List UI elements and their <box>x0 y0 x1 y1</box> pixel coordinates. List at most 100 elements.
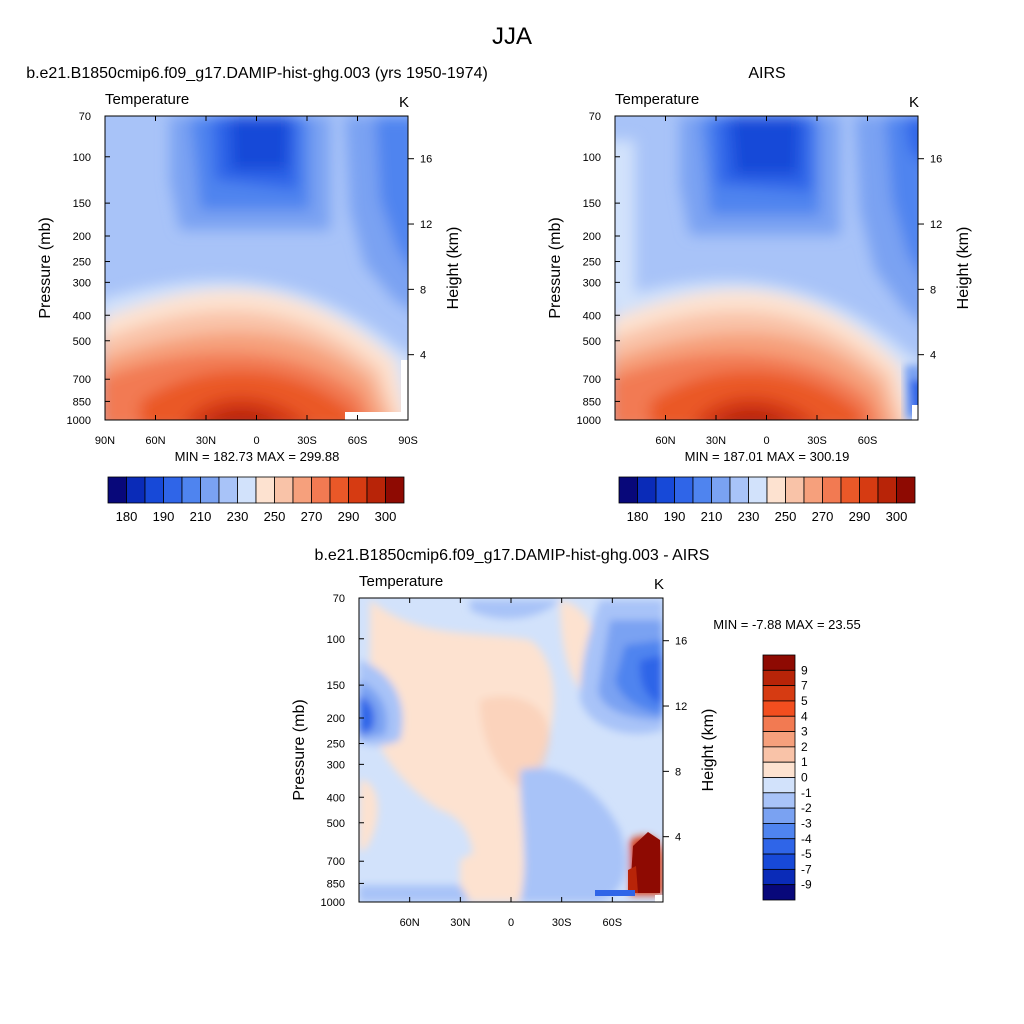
pressure-tick-label: 300 <box>73 277 91 289</box>
colorbar-swatch <box>803 476 823 504</box>
latitude-tick-label: 30N <box>450 917 470 929</box>
latitude-tick-label: 30S <box>552 917 572 929</box>
colorbar-tick-label: 1 <box>801 755 808 769</box>
colorbar-swatch <box>237 476 257 504</box>
colorbar-swatch <box>748 476 768 504</box>
colorbar-tick-label: 230 <box>227 509 249 524</box>
colorbar-tick-label: 180 <box>627 509 649 524</box>
colorbar-swatch <box>762 792 796 809</box>
latitude-tick-label: 0 <box>253 435 259 447</box>
panel-title: AIRS <box>748 65 785 82</box>
colorbar-swatch <box>255 476 275 504</box>
pressure-tick-label: 400 <box>583 310 601 322</box>
pressure-tick-label: 1000 <box>577 415 601 427</box>
pressure-axis-label: Pressure (mb) <box>291 699 308 800</box>
latitude-tick-label: 30S <box>297 435 317 447</box>
colorbar-swatch <box>785 476 805 504</box>
colorbar-tick-label: -4 <box>801 832 812 846</box>
panel-title: b.e21.B1850cmip6.f09_g17.DAMIP-hist-ghg.… <box>26 65 488 82</box>
latitude-tick-label: 60N <box>400 917 420 929</box>
panel-airs: AIRS Temperature K <box>547 65 972 524</box>
colorbar-tick-label: 270 <box>812 509 834 524</box>
colorbar-swatch <box>711 476 731 504</box>
colorbar-tick-label: 9 <box>801 663 808 677</box>
colorbar-swatch <box>762 700 796 717</box>
pressure-tick-label: 300 <box>583 277 601 289</box>
colorbar-tick-label: 2 <box>801 740 808 754</box>
pressure-tick-label: 850 <box>327 878 345 890</box>
colorbar-swatch <box>762 746 796 763</box>
pressure-axis-label: Pressure (mb) <box>547 217 564 318</box>
colorbar-swatch <box>840 476 860 504</box>
colorbar-swatch <box>762 777 796 794</box>
panel-left-label: Temperature <box>105 91 189 108</box>
colorbar-tick-label: 180 <box>116 509 138 524</box>
height-tick-label: 16 <box>420 154 432 166</box>
colorbar-swatch <box>385 476 405 504</box>
colorbar: 9 754 321 0-1-2-3 -4-5-7 -9 <box>762 654 812 901</box>
colorbar: 180 190 210 230 250 270 290 300 <box>107 476 405 524</box>
pressure-tick-label: 200 <box>327 713 345 725</box>
pressure-tick-label: 150 <box>73 198 91 210</box>
height-tick-label: 4 <box>675 832 681 844</box>
difference-field <box>359 598 663 902</box>
panel-title: b.e21.B1850cmip6.f09_g17.DAMIP-hist-ghg.… <box>315 547 710 564</box>
colorbar-swatch <box>762 715 796 732</box>
colorbar-swatch <box>655 476 675 504</box>
pressure-tick-label: 500 <box>583 336 601 348</box>
colorbar-swatch <box>200 476 220 504</box>
pressure-tick-label: 500 <box>73 336 91 348</box>
colorbar-swatch <box>637 476 657 504</box>
latitude-tick-label: 60S <box>348 435 368 447</box>
colorbar-tick-label: 270 <box>301 509 323 524</box>
colorbar-tick-label: -1 <box>801 786 812 800</box>
colorbar-swatch <box>329 476 349 504</box>
colorbar-tick-label: 250 <box>775 509 797 524</box>
colorbar-swatch <box>822 476 842 504</box>
colorbar-swatch <box>762 761 796 778</box>
height-tick-label: 16 <box>930 154 942 166</box>
temperature-field <box>105 116 408 420</box>
pressure-tick-label: 850 <box>73 396 91 408</box>
colorbar-swatch <box>762 807 796 824</box>
colorbar-tick-label: 3 <box>801 725 808 739</box>
temperature-field <box>615 116 918 420</box>
pressure-tick-label: 1000 <box>321 897 345 909</box>
colorbar-swatch <box>292 476 312 504</box>
figure-title: JJA <box>492 23 532 50</box>
colorbar-swatch <box>762 868 796 886</box>
panel-left-label: Temperature <box>615 91 699 108</box>
height-tick-label: 16 <box>675 636 687 648</box>
colorbar-tick-label: 210 <box>701 509 723 524</box>
height-axis: Height (km) 4 8 12 16 <box>408 154 462 362</box>
colorbar-tick-label: -2 <box>801 801 812 815</box>
colorbar-swatch <box>859 476 879 504</box>
colorbar-tick-label: 250 <box>264 509 286 524</box>
pressure-tick-label: 400 <box>327 792 345 804</box>
height-tick-label: 8 <box>930 284 936 296</box>
latitude-tick-label: 0 <box>763 435 769 447</box>
colorbar-swatch <box>762 731 796 748</box>
colorbar-swatch <box>729 476 749 504</box>
colorbar-tick-label: 0 <box>801 771 808 785</box>
colorbar: 180 190 210 230 250 270 290 300 <box>618 476 916 524</box>
panel-model: b.e21.B1850cmip6.f09_g17.DAMIP-hist-ghg.… <box>26 65 488 524</box>
pressure-tick-label: 700 <box>583 374 601 386</box>
colorbar-tick-label: 5 <box>801 694 808 708</box>
colorbar-swatch <box>762 838 796 855</box>
latitude-tick-label: 60S <box>603 917 623 929</box>
latitude-tick-label: 0 <box>508 917 514 929</box>
pressure-tick-label: 150 <box>327 680 345 692</box>
pressure-tick-label: 250 <box>73 257 91 269</box>
latitude-tick-label: 60N <box>145 435 165 447</box>
colorbar-swatch <box>692 476 712 504</box>
pressure-axis: Pressure (mb) 70 100 150 200 250 300 400 500 700… <box>37 111 110 427</box>
colorbar-tick-label: 230 <box>738 509 760 524</box>
latitude-tick-label: 60N <box>655 435 675 447</box>
latitude-tick-label: 90N <box>95 435 115 447</box>
stats-label: MIN = 182.73 MAX = 299.88 <box>175 449 340 464</box>
stats-label: MIN = -7.88 MAX = 23.55 <box>713 617 860 632</box>
colorbar-tick-label: 290 <box>338 509 360 524</box>
panel-unit-label: K <box>654 576 664 593</box>
